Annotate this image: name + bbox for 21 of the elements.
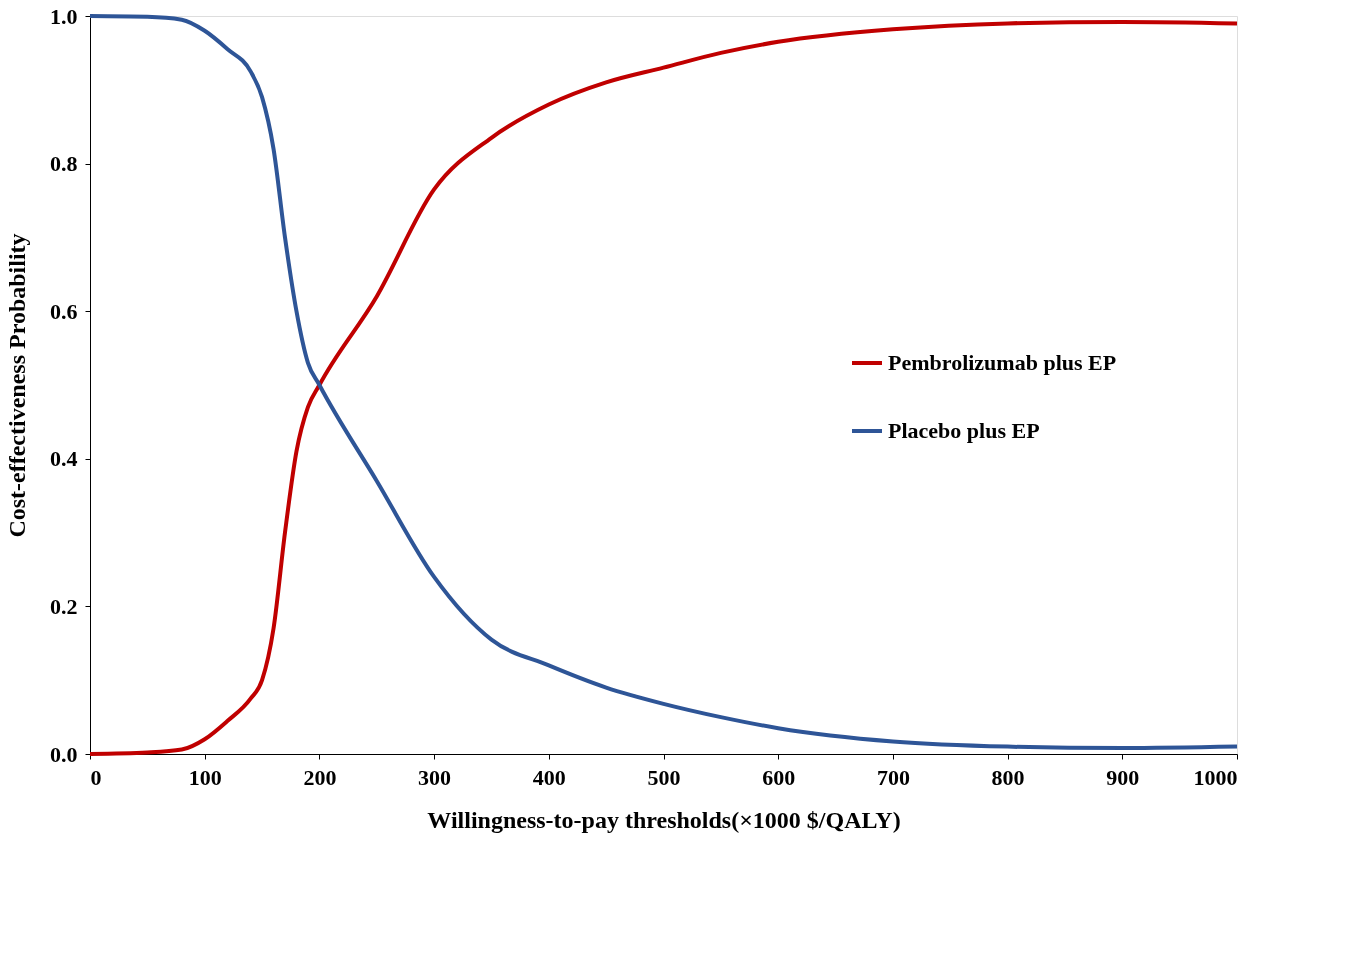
x-tick-label: 900 [1106, 764, 1140, 790]
x-tick-label: 100 [188, 764, 222, 790]
x-tick-label: 0 [90, 764, 102, 790]
y-tick-label: 0.8 [50, 151, 78, 177]
x-tick-label: 800 [991, 764, 1025, 790]
x-tick-label: 300 [418, 764, 452, 790]
legend-label: Pembrolizumab plus EP [888, 350, 1117, 375]
x-axis-title: Willingness-to-pay thresholds(×1000 $/QALY) [427, 806, 901, 833]
x-tick-label: 200 [303, 764, 337, 790]
y-tick-label: 0.4 [50, 446, 78, 472]
y-tick-label: 0.0 [50, 741, 78, 767]
x-tick-label: 1000 [1193, 764, 1238, 790]
y-tick-label: 0.2 [50, 593, 78, 619]
y-tick-label: 1.0 [50, 3, 78, 29]
y-tick-label: 0.6 [50, 298, 78, 324]
x-tick-label: 600 [762, 764, 796, 790]
legend-label: Placebo plus EP [888, 418, 1040, 443]
y-axis-title: Cost-effectiveness Probability [4, 233, 30, 538]
x-tick-label: 700 [876, 764, 910, 790]
x-tick-label: 500 [647, 764, 681, 790]
x-tick-label: 400 [532, 764, 566, 790]
